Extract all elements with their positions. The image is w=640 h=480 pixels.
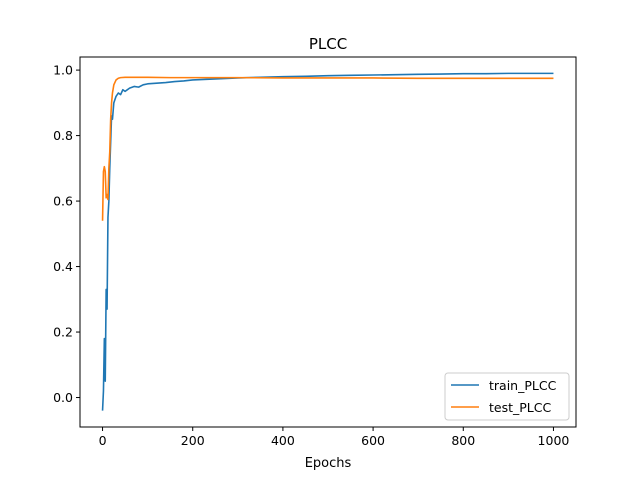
x-tick-label: 800 [451,433,475,448]
y-tick-label: 0.0 [53,390,73,405]
y-tick-label: 0.6 [53,194,73,209]
legend-label-test: test_PLCC [489,400,551,415]
x-axis-label: Epochs [305,456,352,471]
legend-label-train: train_PLCC [489,378,557,393]
series-layer [101,72,554,411]
series-line-train_PLCC [101,72,554,411]
y-tick-label: 0.2 [53,325,73,340]
x-tick-label: 200 [181,433,205,448]
chart-title: PLCC [309,35,347,53]
x-tick-label: 400 [271,433,295,448]
series-line-test_PLCC [101,76,554,221]
legend: train_PLCC test_PLCC [444,372,570,421]
plot-area [79,56,577,428]
axes-frame [79,56,577,428]
y-tick-label: 0.8 [53,128,73,143]
x-tick-label: 0 [99,433,107,448]
y-axis: 0.0 0.2 0.4 0.6 0.8 1.0 [53,63,80,405]
x-axis: 0 200 400 600 800 1000 [99,427,570,448]
y-tick-label: 0.4 [53,259,73,274]
x-tick-label: 600 [361,433,385,448]
y-tick-label: 1.0 [53,63,73,78]
x-tick-label: 1000 [538,433,570,448]
